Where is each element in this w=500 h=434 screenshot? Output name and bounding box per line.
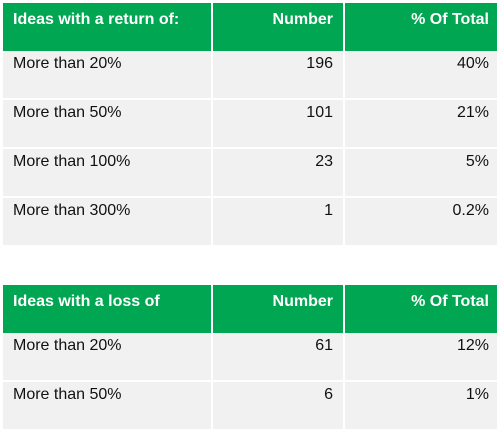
- row-number: 23: [213, 149, 343, 196]
- table-row: More than 100% 23 5%: [3, 149, 497, 196]
- table-header-row: Ideas with a loss of Number % Of Total: [3, 285, 497, 333]
- losses-table: Ideas with a loss of Number % Of Total M…: [3, 285, 497, 429]
- row-number: 61: [213, 333, 343, 380]
- header-cell-number: Number: [213, 3, 343, 51]
- row-label: More than 50%: [3, 382, 211, 429]
- row-number: 196: [213, 51, 343, 98]
- row-percent: 21%: [345, 100, 497, 147]
- header-cell-category: Ideas with a return of:: [3, 3, 211, 51]
- header-cell-number: Number: [213, 285, 343, 333]
- table-row: More than 20% 61 12%: [3, 333, 497, 380]
- table-row: More than 20% 196 40%: [3, 51, 497, 98]
- row-number: 101: [213, 100, 343, 147]
- row-percent: 40%: [345, 51, 497, 98]
- row-label: More than 20%: [3, 51, 211, 98]
- table-row: More than 50% 6 1%: [3, 382, 497, 429]
- row-label: More than 100%: [3, 149, 211, 196]
- row-label: More than 50%: [3, 100, 211, 147]
- header-cell-percent: % Of Total: [345, 3, 497, 51]
- row-label: More than 300%: [3, 198, 211, 245]
- header-cell-category: Ideas with a loss of: [3, 285, 211, 333]
- row-percent: 1%: [345, 382, 497, 429]
- row-percent: 5%: [345, 149, 497, 196]
- table-header-row: Ideas with a return of: Number % Of Tota…: [3, 3, 497, 51]
- row-percent: 12%: [345, 333, 497, 380]
- header-cell-percent: % Of Total: [345, 285, 497, 333]
- table-row: More than 50% 101 21%: [3, 100, 497, 147]
- row-number: 1: [213, 198, 343, 245]
- row-number: 6: [213, 382, 343, 429]
- row-percent: 0.2%: [345, 198, 497, 245]
- table-row: More than 300% 1 0.2%: [3, 198, 497, 245]
- row-label: More than 20%: [3, 333, 211, 380]
- returns-table: Ideas with a return of: Number % Of Tota…: [3, 3, 497, 245]
